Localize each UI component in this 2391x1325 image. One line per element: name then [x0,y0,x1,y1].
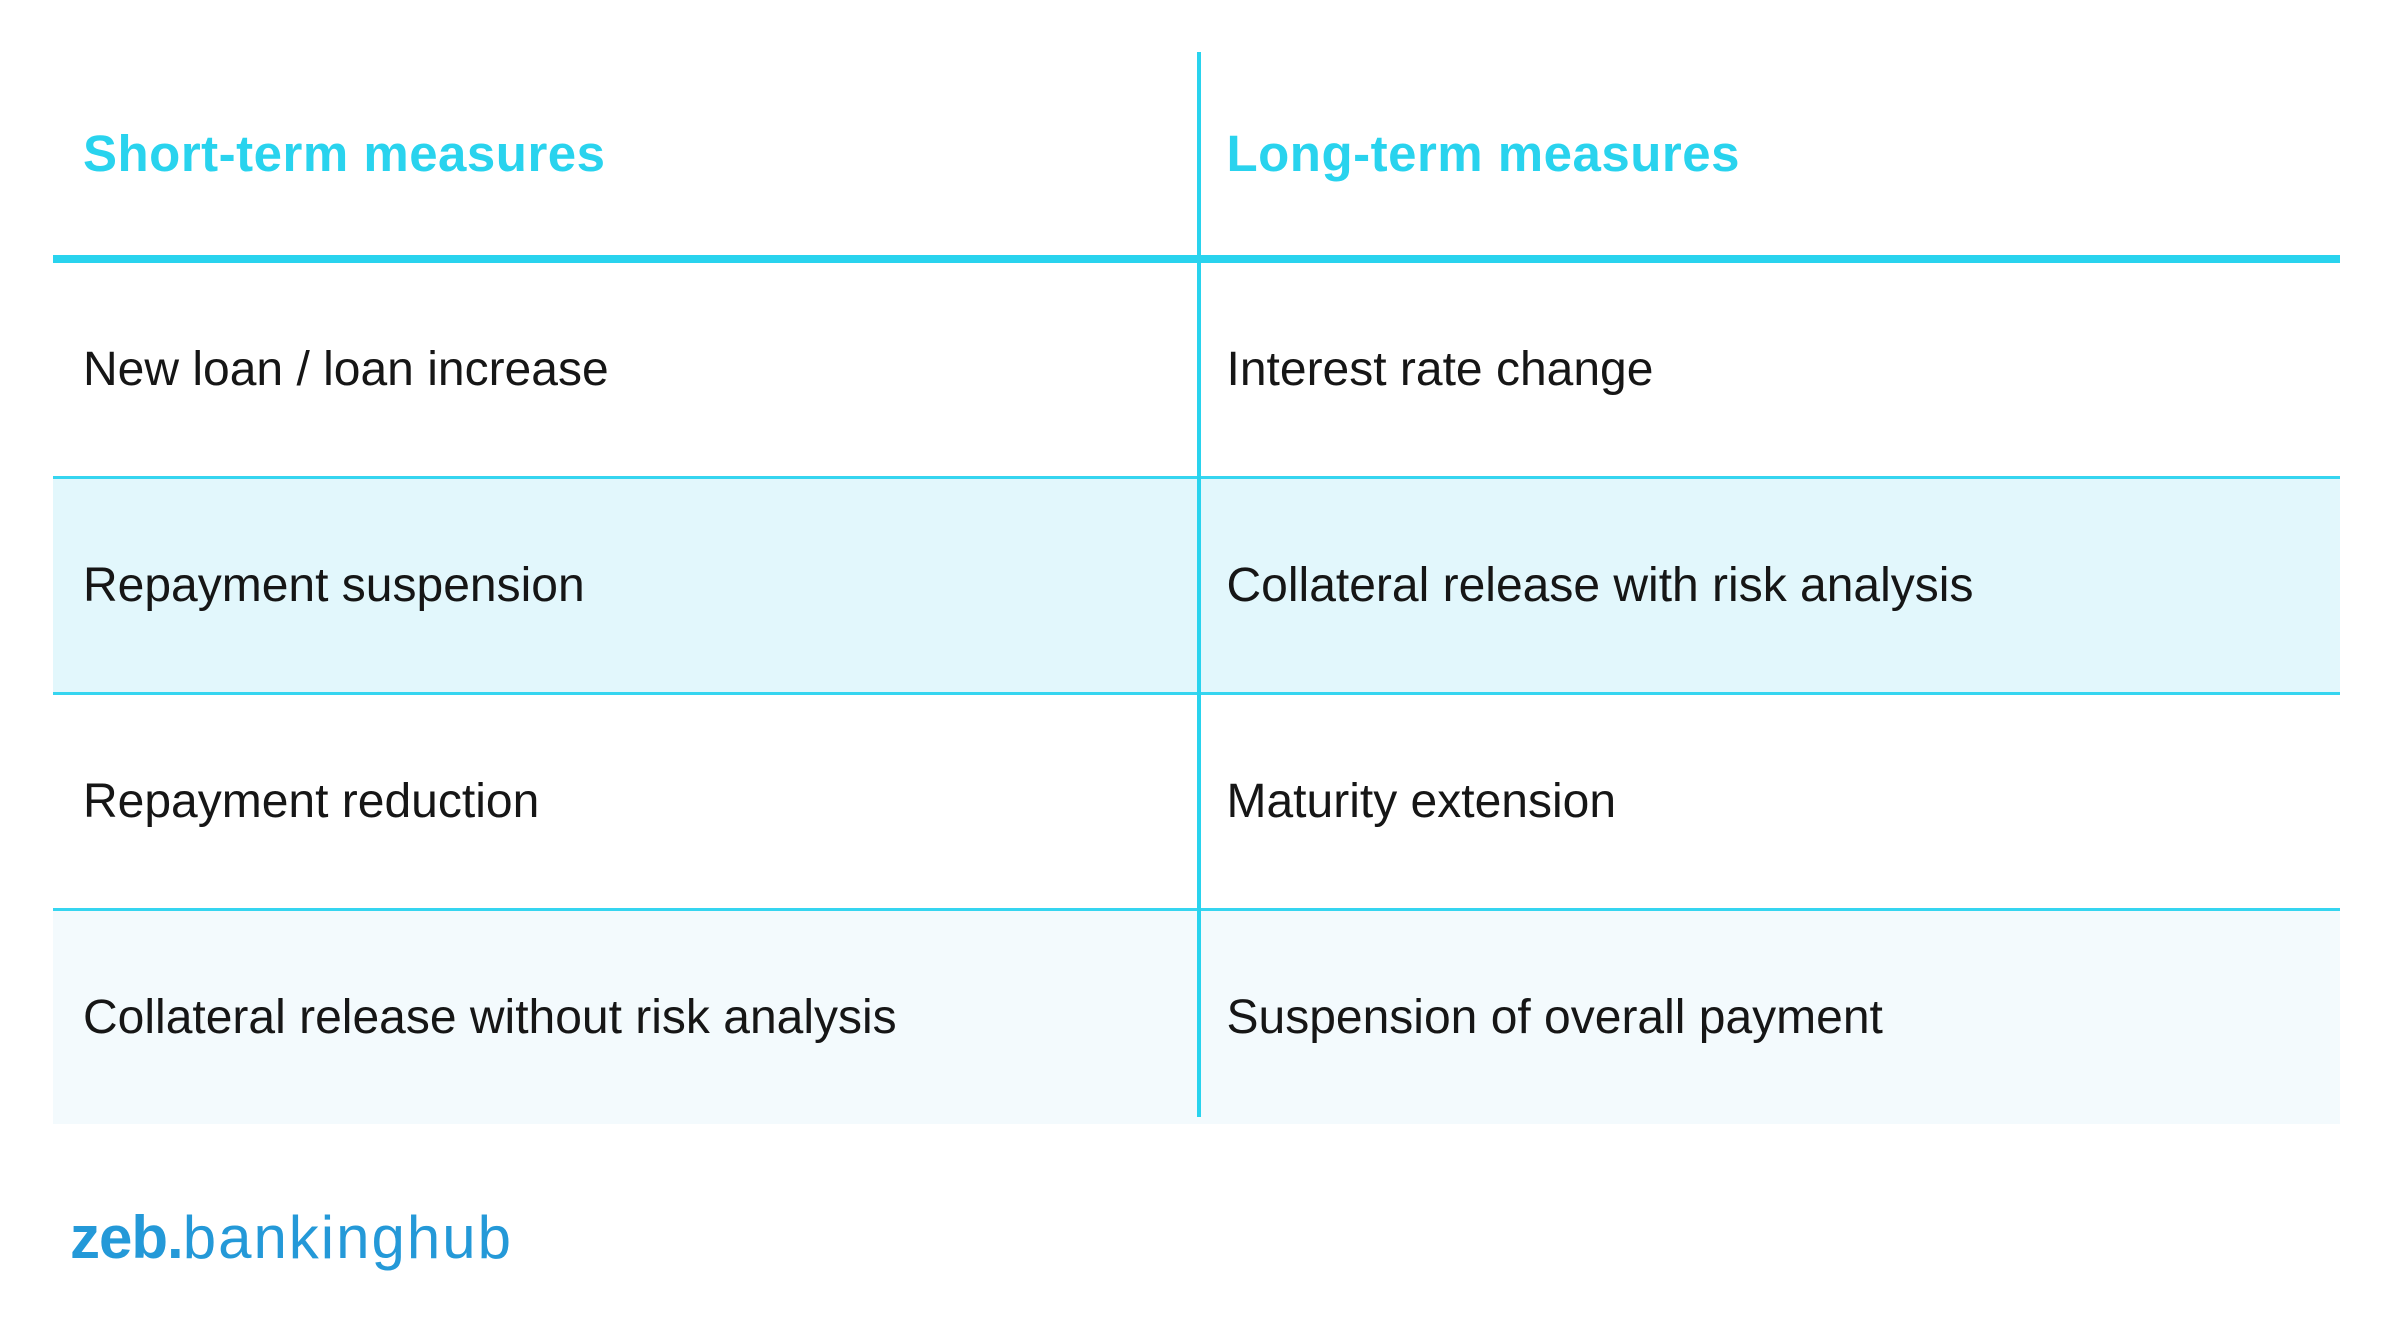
cell-long-term-2: Collateral release with risk analysis [1226,559,1974,612]
column-header-long-term: Long-term measures [1226,125,1740,182]
column-header-short-term: Short-term measures [83,125,606,182]
cell-long-term-3: Maturity extension [1226,775,1617,828]
table-header-row: Short-term measures Long-term measures [53,52,2340,263]
cell-long-term-4: Suspension of overall payment [1226,991,1883,1044]
table-row: New loan / loan increase Interest rate c… [53,263,2340,476]
column-divider-line [1197,52,1201,1117]
cell-short-term-3: Repayment reduction [83,775,540,828]
footer: zeb.bankinghub [70,1192,513,1282]
cell-short-term-4: Collateral release without risk analysis [83,991,897,1044]
cell-long-term-1: Interest rate change [1226,343,1654,396]
cell-short-term-1: New loan / loan increase [83,343,609,396]
measures-table: Short-term measures Long-term measures N… [53,52,2340,1124]
cell-short-term-2: Repayment suspension [83,559,585,612]
table-row: Collateral release without risk analysis… [53,908,2340,1124]
table-row: Repayment reduction Maturity extension [53,692,2340,908]
zeb-bankinghub-logo: zeb.bankinghub [70,1203,513,1272]
logo-bankinghub-text: bankinghub [182,1203,513,1271]
table-row: Repayment suspension Collateral release … [53,476,2340,692]
table-body: New loan / loan increase Interest rate c… [53,263,2340,1124]
logo-zeb-text: zeb. [70,1203,184,1271]
